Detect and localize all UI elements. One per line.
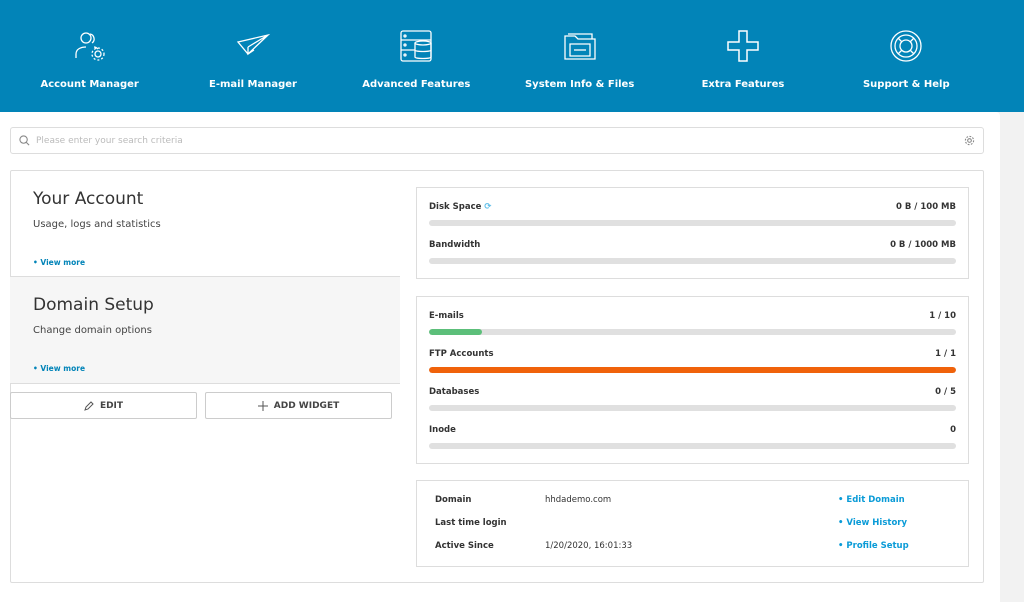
stat-value: 0 / 5 [935,387,956,397]
stat-value: 0 B / 1000 MB [890,240,956,250]
lifebuoy-icon [890,30,922,62]
stat-value: 0 B / 100 MB [895,202,956,212]
progress-bar [429,405,956,411]
info-value: 1/20/2020, 16:01:33 [545,541,633,551]
progress-bar [429,367,956,373]
nav-label: Advanced Features [362,79,471,90]
info-link[interactable]: • Profile Setup [838,541,909,551]
account-info-card: Domain hhdademo.com • Edit Domain Last time… [416,480,969,567]
add-widget-button[interactable]: ADD WIDGET [205,392,392,419]
nav-email-manager[interactable]: E-mail Manager [171,28,334,91]
stat-label: Databases [429,387,480,397]
users-gear-icon [75,32,105,61]
folder-icon [563,33,596,60]
edit-button[interactable]: EDIT [10,392,197,419]
pencil-icon [84,400,94,411]
nav-advanced-features[interactable]: Advanced Features [335,28,498,91]
nav-label: E-mail Manager [209,79,297,90]
progress-bar [429,329,956,335]
nav-support-help[interactable]: Support & Help [825,28,988,91]
top-header: Account Manager E-mail Manager Advanced … [0,0,1024,112]
nav-label: Account Manager [40,79,139,90]
nav-extra-features[interactable]: Extra Features [661,28,824,91]
stat-label: E-mails [429,311,464,321]
stat-inode: Inode 0 [429,425,956,449]
gear-icon[interactable] [964,135,975,146]
search-icon [19,135,30,146]
stat-ftp-accounts: FTP Accounts 1 / 1 [429,349,956,373]
stat-label: Disk Space ⟳ [429,202,492,212]
widget-domain-setup: Domain Setup Change domain options • Vie… [10,277,400,384]
progress-bar [429,258,956,264]
stat-databases: Databases 0 / 5 [429,387,956,411]
page-gutter [1000,155,1024,602]
search-input[interactable] [36,135,964,146]
widget-subtitle: Change domain options [33,325,152,336]
nav-system-info-files[interactable]: System Info & Files [498,28,661,91]
plus-icon [257,400,268,411]
info-value: hhdademo.com [545,495,612,505]
edit-label: EDIT [99,400,124,411]
paper-plane-icon [236,33,271,56]
stat-label: FTP Accounts [429,349,494,359]
nav-label: Extra Features [701,79,785,90]
progress-bar [429,443,956,449]
stat-e-mails: E-mails 1 / 10 [429,311,956,335]
stat-value: 1 / 1 [935,349,956,359]
widget-subtitle: Usage, logs and statistics [33,219,161,230]
resources-card: E-mails 1 / 10 FTP Accounts 1 / 1 Databases 0… [416,296,969,464]
refresh-icon[interactable]: ⟳ [484,202,492,212]
view-more-link[interactable]: • View more [33,364,86,373]
info-link[interactable]: • View History [838,518,908,528]
progress-fill [429,329,482,335]
info-key: Last time login [435,518,507,528]
stat-label: Inode [429,425,456,435]
server-database-icon [400,30,432,62]
stat-value: 1 / 10 [929,311,956,321]
stat-label: Bandwidth [429,240,481,250]
stat-value: 0 [950,425,956,435]
stat-bandwidth: Bandwidth 0 B / 1000 MB [429,240,956,264]
view-more-link[interactable]: • View more [33,258,86,267]
widget-your-account: Your Account Usage, logs and statistics … [10,171,400,277]
widget-title: Your Account [33,189,144,209]
stat-disk-space: Disk Space ⟳ 0 B / 100 MB [429,202,956,226]
progress-bar [429,220,956,226]
search-bar[interactable] [10,127,984,154]
widget-title: Domain Setup [33,295,154,315]
plus-icon [727,30,759,62]
main-nav: Account Manager E-mail Manager Advanced … [8,28,988,91]
nav-account-manager[interactable]: Account Manager [8,28,171,91]
nav-label: Support & Help [862,79,950,90]
info-key: Active Since [435,541,494,551]
nav-label: System Info & Files [524,79,635,90]
add-widget-label: ADD WIDGET [273,400,340,411]
progress-fill [429,367,956,373]
info-value [545,518,838,528]
info-link[interactable]: • Edit Domain [838,495,905,505]
usage-card: Disk Space ⟳ 0 B / 100 MB Bandwidth 0 B / … [416,187,969,279]
info-key: Domain [435,495,472,505]
